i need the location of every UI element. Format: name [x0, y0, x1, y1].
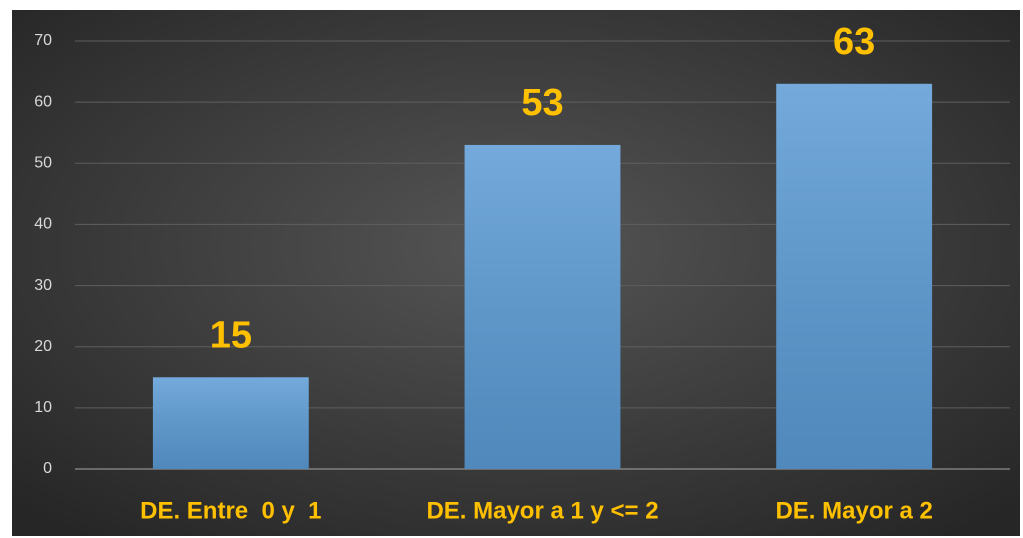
y-tick-label: 60: [34, 93, 52, 110]
y-tick-label: 0: [43, 460, 52, 477]
bar-sheen: [776, 83, 933, 470]
x-tick-label: DE. Mayor a 1 y <= 2: [426, 497, 658, 524]
data-label: 53: [521, 82, 563, 124]
data-label: 15: [210, 314, 252, 356]
x-tick-label: DE. Entre 0 y 1: [140, 497, 321, 524]
y-tick-label: 40: [34, 216, 52, 233]
y-tick-label: 10: [34, 399, 52, 416]
bar-sheen: [152, 377, 309, 469]
y-tick-label: 70: [34, 32, 52, 49]
y-tick-label: 30: [34, 277, 52, 294]
y-tick-label: 50: [34, 155, 52, 172]
bar-sheen: [464, 144, 621, 469]
x-tick-label: DE. Mayor a 2: [775, 497, 932, 524]
data-label: 63: [833, 21, 875, 63]
y-tick-label: 20: [34, 338, 52, 355]
